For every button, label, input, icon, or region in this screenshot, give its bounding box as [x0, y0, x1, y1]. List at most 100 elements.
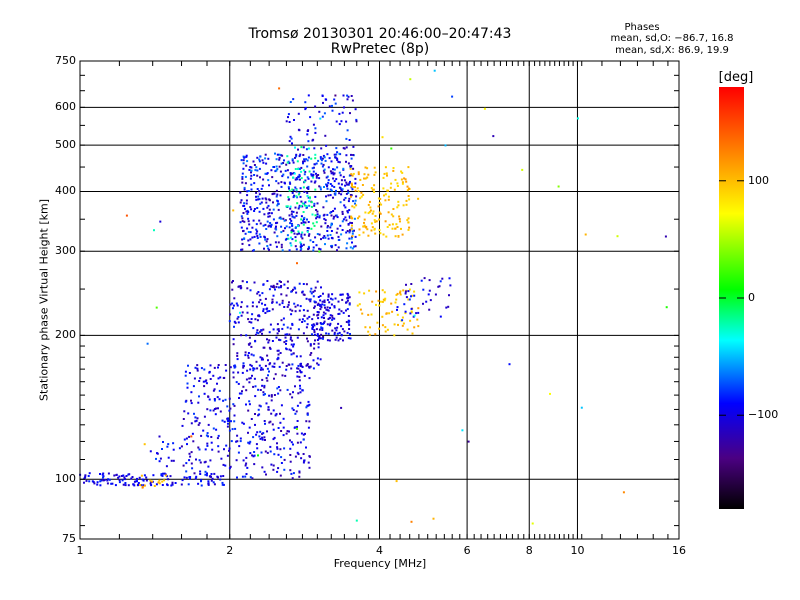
scatter-point — [122, 474, 125, 477]
scatter-point — [314, 236, 317, 239]
scatter-point — [350, 165, 353, 167]
scatter-point — [282, 434, 285, 437]
scatter-point — [307, 461, 310, 464]
scatter-point — [207, 395, 210, 398]
scatter-point — [278, 153, 281, 156]
scatter-point — [243, 204, 246, 207]
scatter-point — [312, 359, 315, 362]
scatter-point — [359, 308, 362, 311]
scatter-point — [344, 184, 347, 187]
scatter-point — [329, 170, 332, 173]
scatter-point — [256, 188, 259, 190]
scatter-point — [428, 279, 431, 282]
scatter-point — [396, 182, 399, 185]
scatter-point — [294, 426, 297, 429]
scatter-point — [357, 173, 360, 176]
scatter-point — [346, 98, 349, 101]
scatter-point — [227, 420, 230, 422]
scatter-point — [416, 318, 419, 321]
scatter-point — [228, 320, 231, 323]
scatter-point — [374, 215, 377, 217]
scatter-point — [340, 179, 343, 182]
scatter-point — [310, 201, 313, 204]
scatter-point — [365, 177, 367, 180]
scatter-point — [242, 212, 245, 214]
scatter-point — [329, 226, 332, 229]
x-axis-label: Frequency [MHz] — [333, 557, 427, 570]
scatter-point — [193, 377, 196, 380]
scatter-point — [308, 420, 311, 423]
scatter-point — [378, 327, 381, 330]
scatter-point — [159, 220, 162, 223]
scatter-point — [326, 187, 329, 190]
scatter-point — [439, 280, 442, 283]
scatter-point — [141, 486, 144, 489]
scatter-point — [308, 466, 311, 469]
scatter-point — [256, 237, 259, 239]
scatter-point — [273, 286, 275, 289]
scatter-point — [289, 447, 292, 450]
scatter-point — [351, 99, 354, 102]
scatter-point — [345, 146, 348, 149]
scatter-point — [303, 216, 306, 219]
scatter-point — [207, 465, 210, 468]
scatter-point — [331, 293, 334, 296]
scatter-point — [271, 308, 274, 311]
scatter-point — [283, 341, 286, 344]
scatter-point — [300, 146, 303, 149]
scatter-point — [249, 238, 252, 241]
scatter-point — [271, 340, 274, 342]
scatter-point — [250, 318, 253, 320]
scatter-point — [580, 406, 583, 409]
scatter-point — [314, 127, 317, 130]
scatter-point — [349, 333, 351, 335]
scatter-point — [259, 368, 262, 371]
scatter-point — [331, 171, 334, 174]
scatter-point — [255, 195, 257, 198]
x-tick-label: 1 — [76, 544, 84, 557]
scatter-point — [330, 222, 333, 225]
scatter-point — [248, 442, 251, 445]
scatter-point — [321, 300, 324, 303]
scatter-point — [362, 231, 365, 234]
scatter-point — [321, 115, 324, 118]
scatter-point — [410, 310, 413, 313]
scatter-point — [316, 339, 319, 341]
scatter-point — [422, 288, 425, 291]
scatter-point — [275, 180, 278, 183]
scatter-point — [312, 138, 315, 141]
scatter-point — [312, 290, 315, 293]
scatter-point — [423, 277, 426, 280]
scatter-point — [278, 365, 281, 368]
scatter-point — [213, 366, 216, 369]
x-tick-label: 4 — [376, 544, 383, 557]
scatter-point — [217, 407, 219, 410]
scatter-point — [239, 311, 241, 314]
scatter-point — [243, 220, 246, 223]
scatter-point — [247, 220, 250, 223]
scatter-point — [291, 407, 294, 410]
scatter-point — [375, 290, 378, 293]
scatter-point — [252, 385, 255, 388]
scatter-point — [287, 113, 290, 116]
scatter-point — [260, 329, 263, 332]
scatter-point — [345, 321, 348, 323]
scatter-point — [282, 229, 285, 232]
scatter-point — [256, 174, 259, 177]
scatter-point — [351, 235, 354, 238]
scatter-point — [259, 437, 262, 440]
scatter-point — [181, 479, 184, 482]
scatter-point — [333, 207, 336, 210]
scatter-point — [292, 409, 295, 411]
scatter-point — [102, 475, 105, 478]
scatter-point — [199, 377, 202, 380]
scatter-point — [271, 301, 274, 303]
scatter-point — [276, 387, 279, 390]
scatter-point — [163, 472, 166, 475]
scatter-point — [249, 289, 252, 292]
scatter-point — [298, 475, 301, 478]
scatter-point — [368, 333, 371, 336]
scatter-point — [303, 233, 306, 236]
scatter-point — [203, 415, 206, 418]
scatter-point — [354, 182, 357, 185]
